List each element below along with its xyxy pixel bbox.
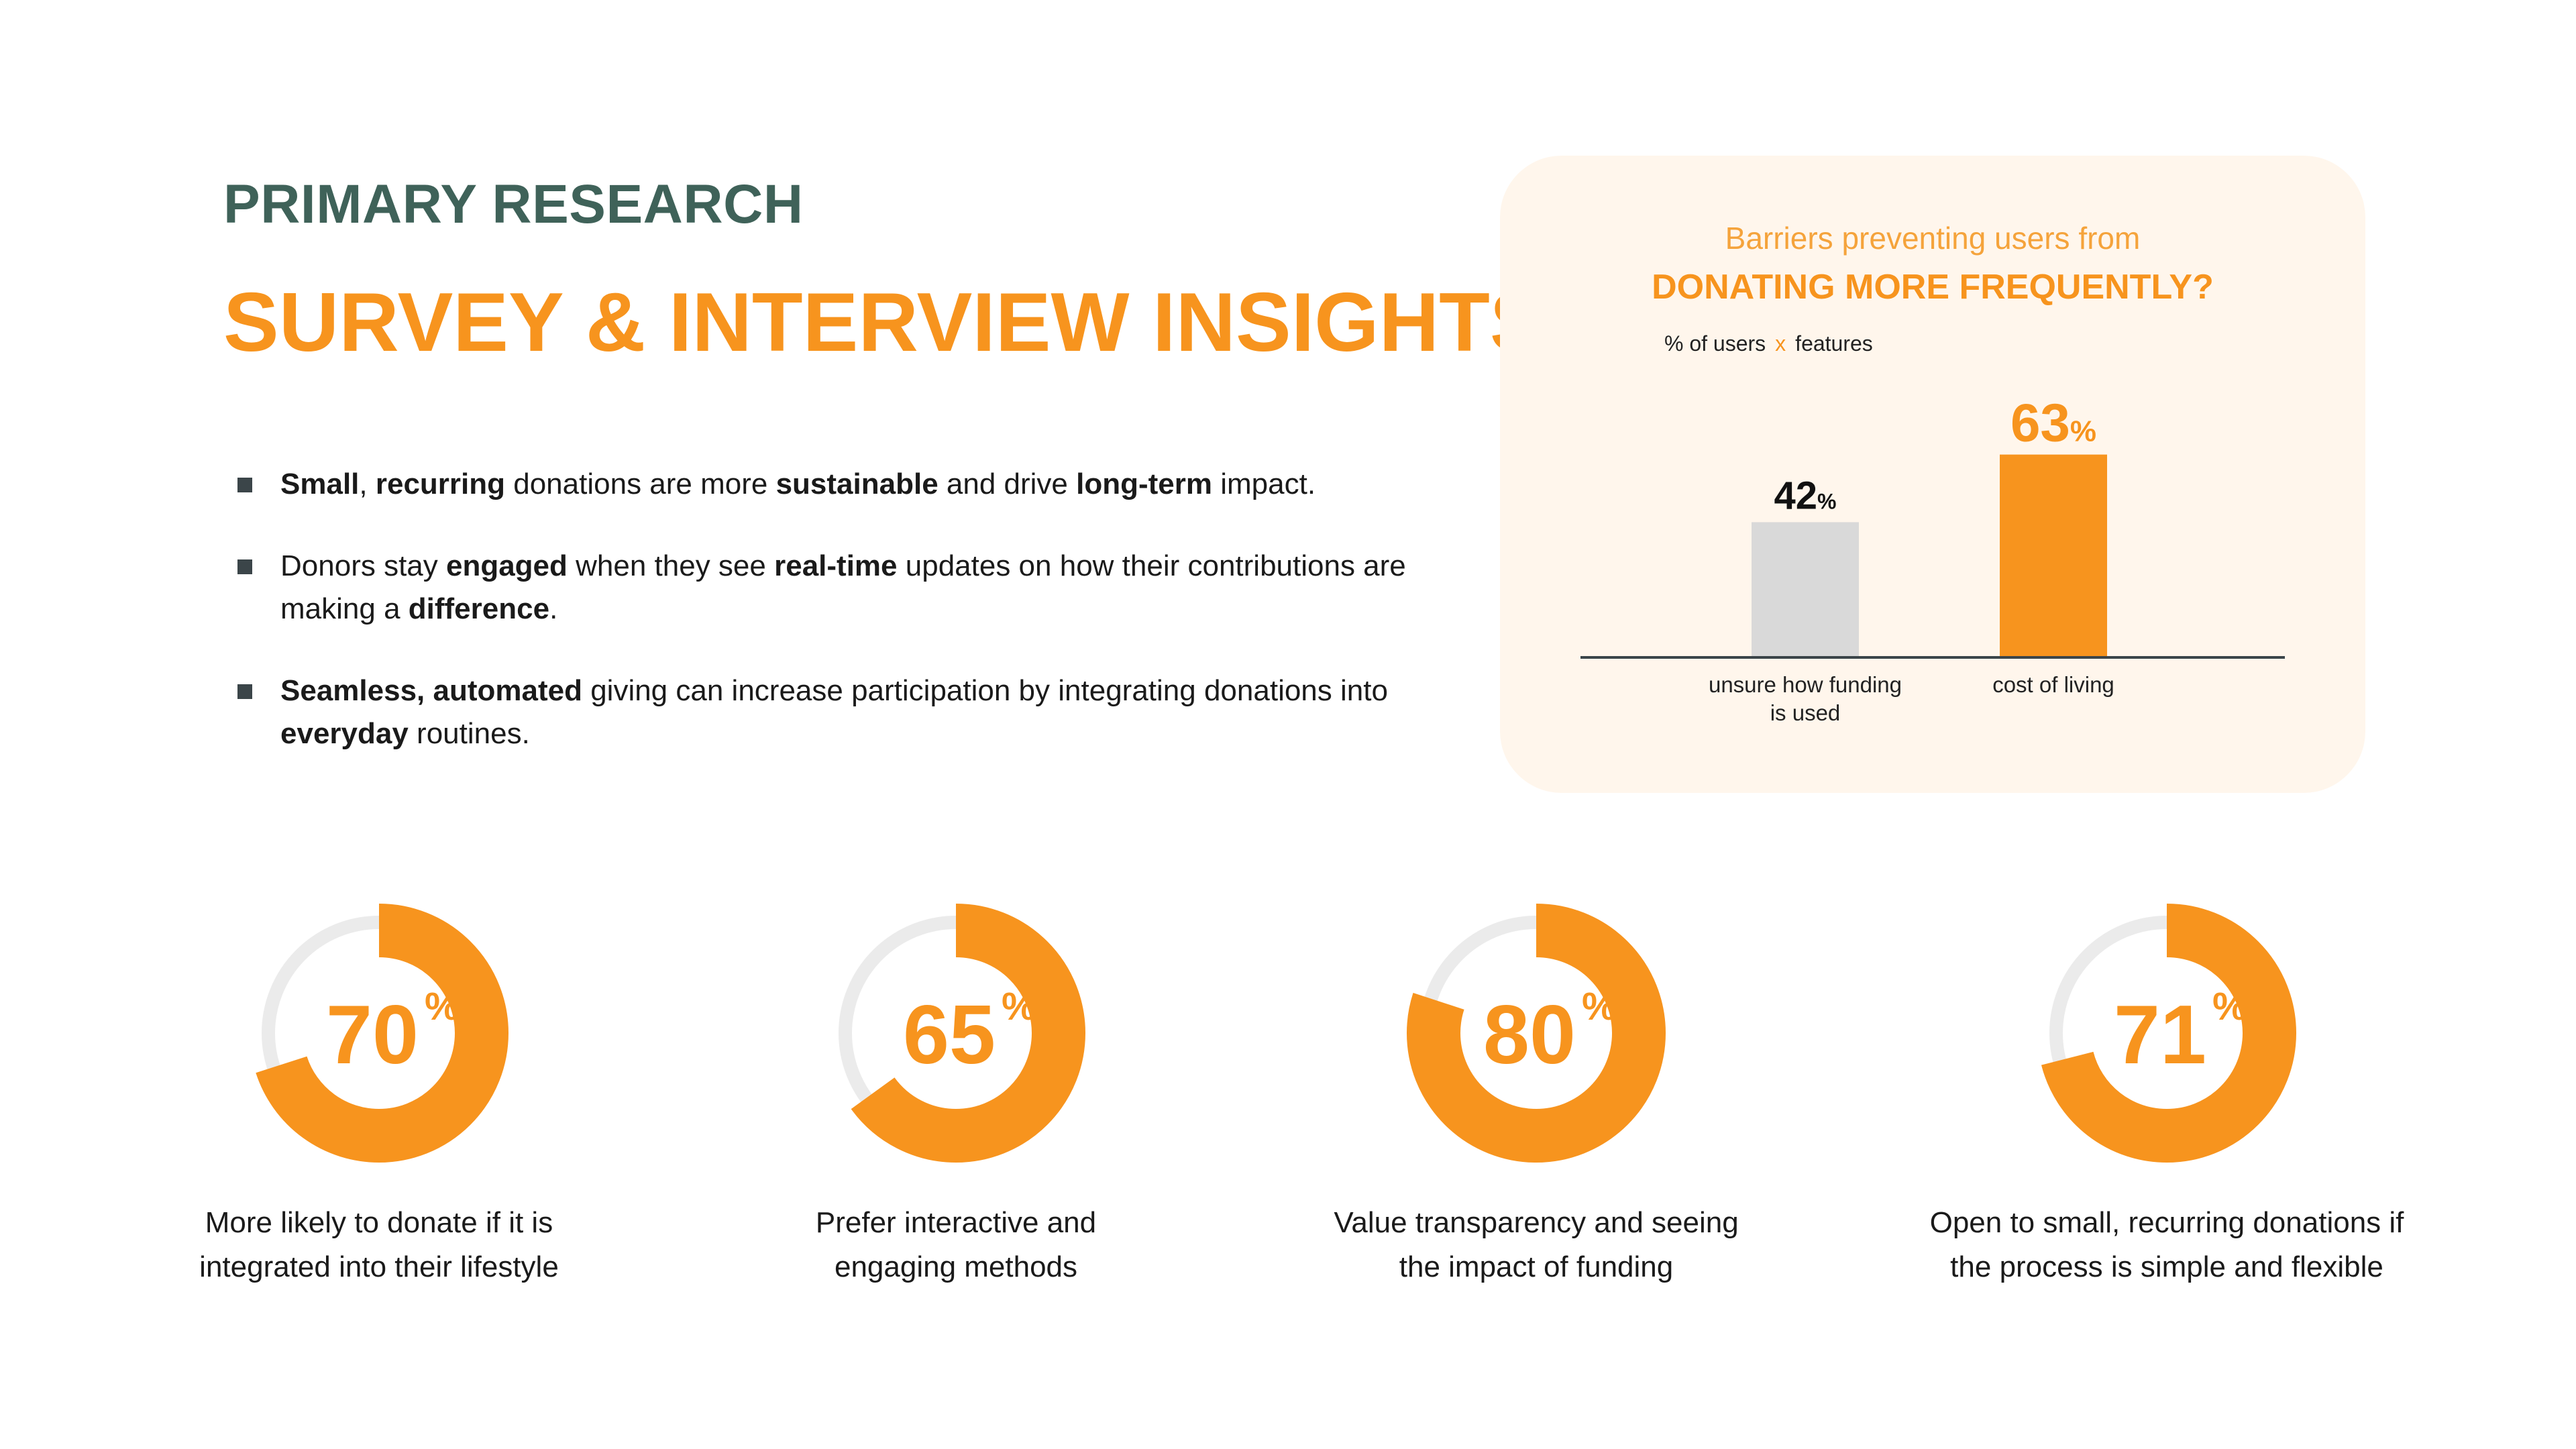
bar-value-number: 63 bbox=[2010, 393, 2070, 453]
legend-separator: x bbox=[1775, 331, 1786, 356]
bullet-text: impact. bbox=[1212, 468, 1316, 500]
bullet-text: Donors stay bbox=[280, 549, 446, 582]
bullet-square-icon bbox=[237, 559, 252, 574]
chart-legend: % of users x features bbox=[1664, 331, 1873, 356]
donut-unit-label: % bbox=[1002, 985, 1036, 1028]
donut-chart: 70% bbox=[250, 904, 508, 1163]
bullet-square-icon bbox=[237, 478, 252, 492]
page-title: SURVEY & INTERVIEW INSIGHTS bbox=[223, 276, 1546, 369]
donut-caption: More likely to donate if it is integrated… bbox=[124, 1201, 634, 1289]
donut-chart: 80% bbox=[1407, 904, 1666, 1163]
donut-value-label: 80 bbox=[1483, 989, 1576, 1081]
bar bbox=[2000, 454, 2107, 657]
section-kicker: PRIMARY RESEARCH bbox=[223, 174, 804, 235]
bullet-emphasis-text: long-term bbox=[1076, 468, 1213, 500]
donut-caption-line: Value transparency and seeing bbox=[1334, 1206, 1739, 1239]
insight-bullet: Donors stay engaged when they see real-t… bbox=[235, 545, 1415, 631]
bullet-emphasis-text: engaged bbox=[445, 549, 568, 582]
donut-stat: 70% More likely to donate if it is integra… bbox=[124, 899, 634, 1289]
donut-caption-line: More likely to donate if it is bbox=[205, 1206, 553, 1239]
bar-value-unit: % bbox=[1817, 489, 1836, 513]
donut-caption: Open to small, recurring donations if the… bbox=[1912, 1201, 2422, 1289]
bullet-square-icon bbox=[237, 684, 252, 699]
legend-label-users: % of users bbox=[1664, 331, 1766, 356]
bullet-emphasis-text: sustainable bbox=[775, 468, 938, 500]
bullet-text: updates on how their contributions are m… bbox=[280, 549, 1406, 625]
bullet-emphasis-text: difference bbox=[408, 592, 550, 625]
donut-unit-label: % bbox=[2212, 985, 2247, 1028]
bullet-emphasis-text: Small bbox=[280, 468, 360, 500]
bullet-text: and drive bbox=[938, 468, 1077, 500]
barriers-chart-card: Barriers preventing users from DONATING … bbox=[1500, 156, 2365, 793]
donut-arc bbox=[2037, 904, 2296, 1163]
x-tick-label: cost of living bbox=[1992, 672, 2114, 697]
bullet-text: , bbox=[359, 468, 376, 500]
insight-bullet: Small, recurring donations are more sust… bbox=[235, 463, 1415, 506]
donut-caption-line: engaging methods bbox=[834, 1250, 1078, 1283]
donut-caption-line: Prefer interactive and bbox=[815, 1206, 1097, 1239]
donut-caption-line: Open to small, recurring donations if bbox=[1929, 1206, 2404, 1239]
barriers-bar-chart: 42% unsure how funding is used 63% cost of l… bbox=[1580, 393, 2285, 725]
donut-chart: 71% bbox=[2037, 904, 2296, 1163]
bar bbox=[1752, 522, 1859, 657]
donut-caption: Value transparency and seeing the impact … bbox=[1281, 1201, 1791, 1289]
donut-value-label: 65 bbox=[903, 989, 996, 1081]
insight-bullet-list: Small, recurring donations are more sust… bbox=[235, 463, 1415, 794]
x-tick-label: unsure how funding bbox=[1709, 672, 1902, 697]
donut-unit-label: % bbox=[1582, 985, 1617, 1028]
donut-stat: 71% Open to small, recurring donations if… bbox=[1912, 899, 2422, 1289]
bullet-text: donations are more bbox=[505, 468, 776, 500]
bullet-text: routines. bbox=[408, 717, 530, 750]
bullet-emphasis-text: recurring bbox=[375, 468, 506, 500]
x-tick-label: is used bbox=[1770, 700, 1841, 725]
bar-value-number: 42 bbox=[1774, 474, 1818, 517]
bullet-text: when they see bbox=[567, 549, 775, 582]
bar-value-label: 42% bbox=[1774, 474, 1837, 517]
donut-arc bbox=[250, 904, 508, 1163]
donut-value-label: 70 bbox=[326, 989, 419, 1081]
chart-subtitle: Barriers preventing users from bbox=[1725, 221, 2141, 256]
donut-caption-line: the impact of funding bbox=[1399, 1250, 1674, 1283]
chart-title: DONATING MORE FREQUENTLY? bbox=[1652, 268, 2214, 307]
bullet-emphasis-text: real-time bbox=[774, 549, 898, 582]
donut-caption: Prefer interactive and engaging methods bbox=[701, 1201, 1211, 1289]
insight-bullet: Seamless, automated giving can increase … bbox=[235, 669, 1415, 755]
bullet-emphasis-text: everyday bbox=[280, 717, 409, 750]
bullet-text: giving can increase participation by int… bbox=[582, 674, 1388, 707]
legend-label-features: features bbox=[1795, 331, 1873, 356]
donut-unit-label: % bbox=[425, 985, 460, 1028]
donut-value-label: 71 bbox=[2114, 989, 2206, 1081]
donut-stat: 80% Value transparency and seeing the impa… bbox=[1281, 899, 1791, 1289]
donut-caption-line: the process is simple and flexible bbox=[1950, 1250, 2383, 1283]
donut-arc bbox=[826, 904, 1085, 1163]
bar-value-unit: % bbox=[2070, 415, 2096, 448]
bullet-emphasis-text: Seamless, automated bbox=[280, 674, 582, 707]
bar-value-label: 63% bbox=[2010, 393, 2096, 453]
donut-chart: 65% bbox=[826, 904, 1085, 1163]
donut-stat: 65% Prefer interactive and engaging method… bbox=[701, 899, 1211, 1289]
donut-arc bbox=[1407, 904, 1666, 1163]
donut-caption-line: integrated into their lifestyle bbox=[199, 1250, 559, 1283]
bullet-text: . bbox=[549, 592, 558, 625]
